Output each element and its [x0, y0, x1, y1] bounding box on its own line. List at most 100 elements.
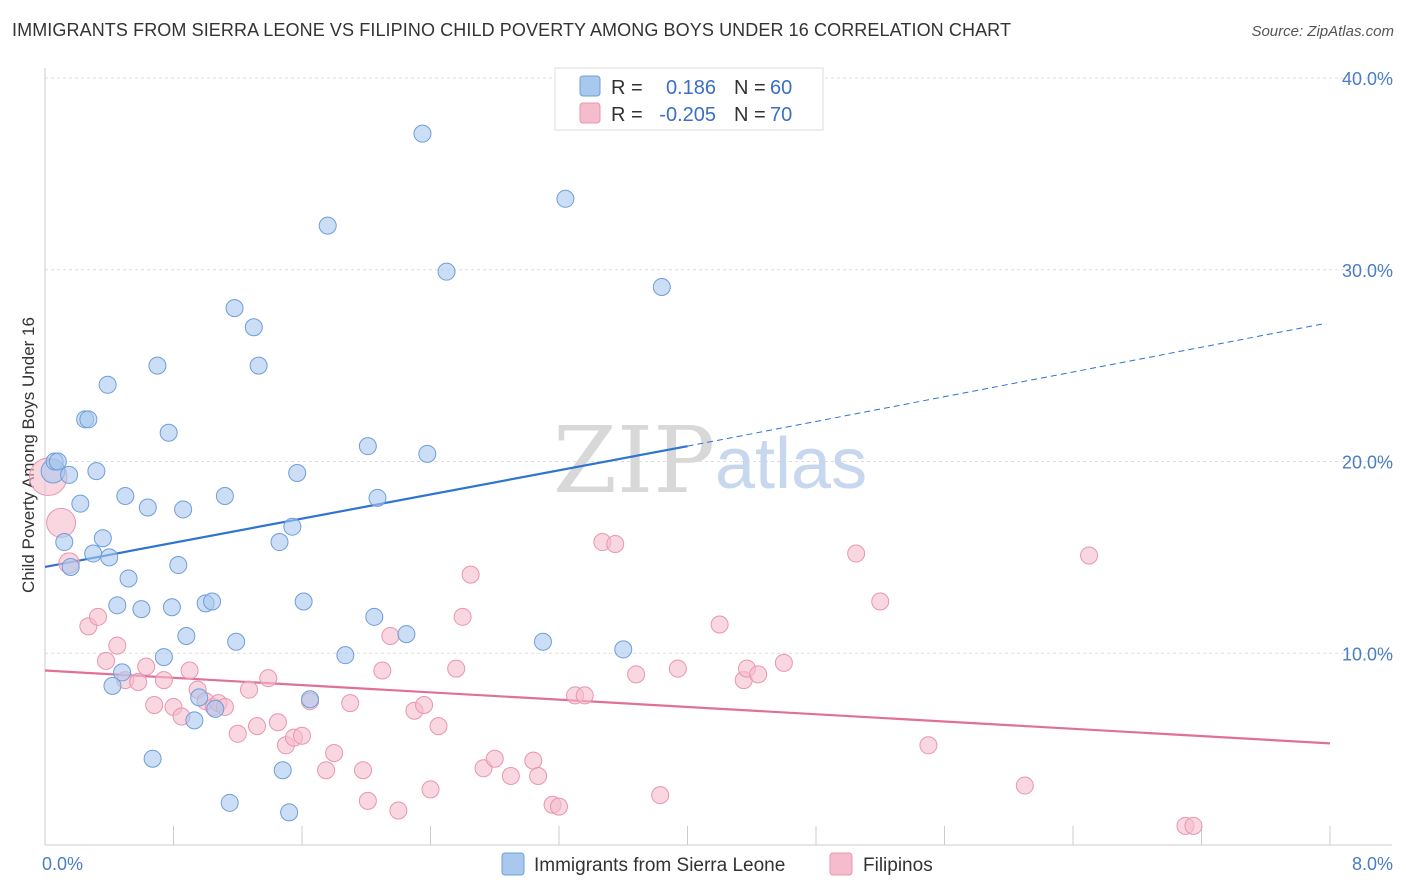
legend-swatch-pink: [579, 102, 601, 124]
filipinos-point: [749, 665, 768, 684]
y-tick-label: 30.0%: [1342, 261, 1393, 281]
sierra-leone-point: [397, 625, 416, 644]
filipinos-point: [97, 651, 116, 670]
filipinos-point: [341, 694, 360, 713]
filipinos-point: [228, 724, 247, 743]
sierra-leone-point: [185, 711, 204, 730]
watermark-atlas: atlas: [715, 424, 867, 504]
bottom-legend-label-filipinos: Filipinos: [863, 855, 933, 876]
sierra-leone-point: [556, 189, 575, 208]
sierra-leone-point: [227, 632, 246, 651]
sierra-leone-trend-extension: [687, 322, 1326, 447]
filipinos-point: [461, 565, 480, 584]
filipinos-point: [847, 544, 866, 563]
y-tick-label: 20.0%: [1342, 453, 1393, 473]
sierra-leone-point: [103, 676, 122, 695]
chart-title: IMMIGRANTS FROM SIERRA LEONE VS FILIPINO…: [12, 20, 1012, 40]
sierra-leone-point: [288, 464, 307, 483]
sierra-leone-point: [132, 600, 151, 619]
sierra-leone-point: [203, 592, 222, 611]
sierra-leone-point: [143, 749, 162, 768]
sierra-leone-point: [100, 548, 119, 567]
bottom-legend-swatch-pink: [829, 852, 853, 876]
axes: [44, 68, 1392, 846]
sierra-leone-point: [48, 452, 67, 471]
sierra-leone-point: [249, 356, 268, 375]
sierra-leone-point: [119, 569, 138, 588]
filipinos-point: [259, 669, 278, 688]
filipinos-point: [453, 607, 472, 626]
filipinos-point: [239, 680, 258, 699]
filipinos-point: [501, 766, 520, 785]
filipinos-point: [651, 786, 670, 805]
filipinos-point: [389, 801, 408, 820]
legend-r-label-2: R =: [611, 104, 643, 126]
bottom-legend-swatch-blue: [501, 852, 525, 876]
sierra-leone-point: [368, 488, 387, 507]
x-tick-label-min: 0.0%: [42, 854, 83, 874]
sierra-leone-point: [190, 688, 209, 707]
filipinos-point: [373, 661, 392, 680]
filipinos-point: [1184, 816, 1203, 835]
legend-n-label-1: N =: [734, 77, 766, 99]
filipinos-point: [248, 717, 267, 736]
sierra-leone-points: [40, 124, 671, 822]
sierra-leone-point: [614, 640, 633, 659]
legend-swatch-blue: [579, 75, 601, 97]
sierra-leone-point: [336, 646, 355, 665]
sierra-leone-point: [418, 444, 437, 463]
source-note: Source: ZipAtlas.com: [1251, 23, 1394, 40]
sierra-leone-point: [169, 556, 188, 575]
filipinos-point: [529, 766, 548, 785]
y-axis-label: Child Poverty Among Boys Under 16: [19, 317, 38, 593]
sierra-leone-point: [98, 375, 117, 394]
sierra-leone-point: [215, 487, 234, 506]
sierra-leone-point: [437, 262, 456, 281]
filipinos-point: [774, 653, 793, 672]
filipinos-point: [325, 743, 344, 762]
sierra-leone-point: [162, 598, 181, 617]
filipinos-point: [668, 659, 687, 678]
sierra-leone-point: [177, 626, 196, 645]
filipinos-trend-line: [44, 669, 1331, 745]
filipinos-point: [429, 717, 448, 736]
sierra-leone-point: [280, 803, 299, 822]
y-tick-label: 40.0%: [1342, 69, 1393, 89]
watermark: ZIP atlas: [553, 407, 867, 514]
sierra-leone-point: [113, 663, 132, 682]
sierra-leone-point: [79, 410, 98, 429]
filipinos-point: [145, 696, 164, 715]
filipinos-point: [1015, 776, 1034, 795]
sierra-leone-point: [273, 761, 292, 780]
sierra-leone-point: [225, 299, 244, 318]
filipinos-point: [447, 659, 466, 678]
sierra-leone-point: [71, 494, 90, 513]
filipinos-point: [606, 534, 625, 553]
sierra-leone-point: [154, 648, 173, 667]
legend-n-value-2: 70: [770, 104, 792, 126]
sierra-leone-point: [93, 529, 112, 548]
sierra-leone-trend-line: [44, 445, 688, 569]
sierra-leone-point: [206, 699, 225, 718]
grid-lines: [45, 77, 1392, 654]
sierra-leone-point: [301, 690, 320, 709]
sierra-leone-point: [358, 437, 377, 456]
filipinos-point: [575, 686, 594, 705]
sierra-leone-point: [652, 278, 671, 297]
filipinos-point: [268, 713, 287, 732]
legend-n-label-2: N =: [734, 104, 766, 126]
sierra-leone-point: [138, 498, 157, 517]
filipinos-point: [1080, 546, 1099, 565]
sierra-leone-point: [108, 596, 127, 615]
sierra-leone-point: [270, 533, 289, 552]
filipinos-point: [137, 657, 156, 676]
filipinos-point: [415, 696, 434, 715]
filipinos-point: [317, 761, 336, 780]
filipinos-point: [627, 665, 646, 684]
filipinos-point: [485, 749, 504, 768]
sierra-leone-point: [148, 356, 167, 375]
legend-n-value-1: 60: [770, 77, 792, 99]
sierra-leone-point: [60, 465, 79, 484]
sierra-leone-point: [87, 462, 106, 481]
